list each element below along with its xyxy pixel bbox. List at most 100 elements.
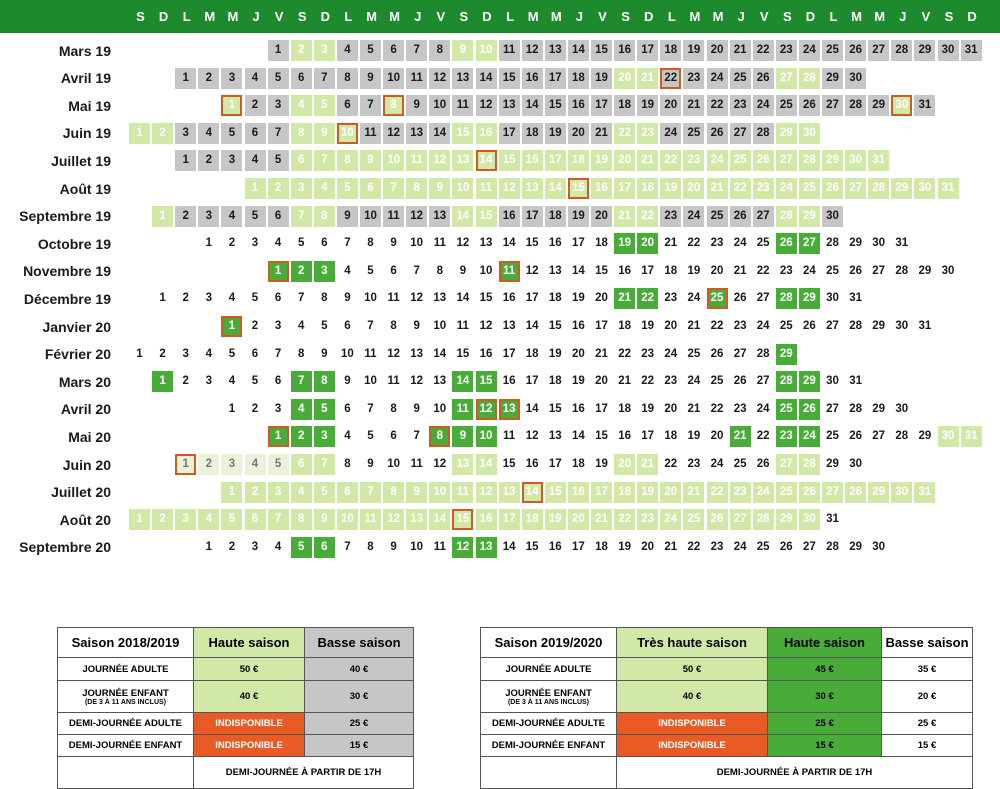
day-cell: 9	[344, 292, 351, 305]
day-cell: 21	[637, 454, 659, 475]
day-cell: 8	[367, 237, 374, 250]
day-cell: 1	[129, 122, 150, 144]
day-cell: 4	[228, 375, 236, 388]
day-cell: 20	[706, 40, 728, 61]
day-cell: 23	[779, 264, 793, 277]
day-cell: 12	[475, 481, 497, 503]
day-cell: 26	[849, 264, 862, 277]
day-cell: 17	[614, 178, 636, 199]
day-cell: 10	[479, 264, 493, 277]
day-cell: 26	[798, 481, 820, 503]
day-cell: 12	[452, 536, 474, 558]
price-cell: INDISPONIBLE	[193, 734, 305, 757]
day-cell: 24	[798, 426, 820, 448]
weekday-letter: S	[944, 9, 954, 24]
weekday-letter: M	[874, 9, 886, 24]
day-cell: 30	[845, 150, 867, 172]
day-cell: 23	[733, 402, 747, 415]
day-cell: 8	[297, 347, 305, 360]
day-cell: 17	[595, 402, 608, 415]
day-cell: 21	[664, 237, 678, 250]
day-cell: 5	[244, 205, 266, 227]
day-cell: 3	[175, 122, 197, 144]
day-cell: 25	[710, 375, 724, 388]
day-cell: 31	[937, 178, 959, 199]
season-title: Saison 2018/2019	[57, 627, 194, 658]
day-cell: 12	[433, 458, 447, 470]
day-cell: 11	[498, 260, 520, 282]
day-cell: 17	[548, 458, 562, 470]
day-cell: 14	[475, 454, 497, 475]
day-cell: 24	[733, 540, 747, 553]
day-cell: 25	[683, 122, 705, 144]
day-cell: 4	[274, 540, 282, 553]
day-cell: 9	[313, 509, 335, 531]
day-cell: 11	[433, 237, 446, 250]
day-cell: 28	[798, 454, 820, 475]
day-cell: 12	[475, 398, 497, 420]
day-cell: 27	[729, 122, 751, 144]
day-cell: 19	[544, 509, 566, 531]
weekday-letter: M	[712, 9, 724, 24]
day-cell: 14	[429, 509, 451, 531]
day-cell: 7	[313, 67, 335, 89]
day-cell: 2	[152, 509, 174, 531]
day-cell: 10	[410, 237, 424, 250]
weekday-letter: V	[759, 9, 769, 24]
day-cell: 15	[544, 95, 566, 117]
day-cell: 31	[826, 513, 839, 526]
day-cell: 23	[664, 375, 678, 388]
price-cell: 25 €	[881, 712, 973, 735]
day-cell: 22	[710, 402, 724, 415]
day-cell: 12	[383, 122, 405, 144]
day-cell: 31	[914, 481, 936, 503]
day-cell: 19	[571, 292, 585, 305]
day-cell: 2	[175, 205, 197, 227]
day-cell: 1	[136, 347, 143, 360]
day-cell: 24	[733, 237, 747, 250]
month-label: Juillet 20	[51, 484, 111, 501]
day-cell: 24	[660, 509, 682, 531]
day-cell: 23	[752, 178, 774, 199]
day-cell: 23	[660, 205, 682, 227]
day-cell: 21	[687, 320, 701, 332]
day-cell: 5	[290, 536, 312, 558]
day-cell: 2	[198, 454, 220, 475]
day-cell: 26	[798, 398, 820, 420]
day-cell: 20	[595, 292, 608, 305]
day-cell: 19	[637, 481, 659, 503]
day-cell: 16	[548, 237, 562, 250]
price-cell: 40 €	[193, 680, 305, 713]
day-cell: 17	[525, 292, 539, 305]
day-cell: 25	[822, 40, 843, 61]
day-cell: 24	[683, 205, 705, 227]
day-cell: 11	[410, 458, 423, 470]
day-cell: 29	[872, 402, 886, 415]
row-label: JOURNÉE ADULTE	[480, 657, 617, 681]
weekday-letter: M	[527, 9, 539, 24]
day-cell: 1	[244, 178, 266, 199]
day-cell: 20	[664, 402, 678, 415]
day-cell: 15	[525, 237, 539, 250]
day-cell: 13	[479, 237, 493, 250]
day-cell: 3	[313, 40, 335, 61]
day-cell: 4	[198, 122, 220, 144]
day-cell: 22	[687, 540, 701, 553]
day-cell: 10	[433, 320, 447, 332]
season-title: Saison 2019/2020	[480, 627, 617, 658]
day-cell: 13	[433, 375, 447, 388]
day-cell: 30	[849, 458, 862, 470]
weekday-letter: M	[851, 9, 863, 24]
day-cell: 2	[290, 426, 312, 448]
day-cell: 20	[614, 150, 636, 172]
day-cell: 13	[433, 292, 447, 305]
day-cell: 22	[752, 40, 774, 61]
day-cell: 9	[459, 264, 467, 277]
day-cell: 28	[845, 481, 867, 503]
day-cell: 10	[475, 40, 497, 61]
day-cell: 25	[729, 150, 751, 172]
day-cell: 28	[895, 264, 909, 277]
weekday-letter: D	[320, 9, 330, 24]
day-cell: 27	[752, 205, 774, 227]
day-cell: 9	[429, 178, 451, 199]
